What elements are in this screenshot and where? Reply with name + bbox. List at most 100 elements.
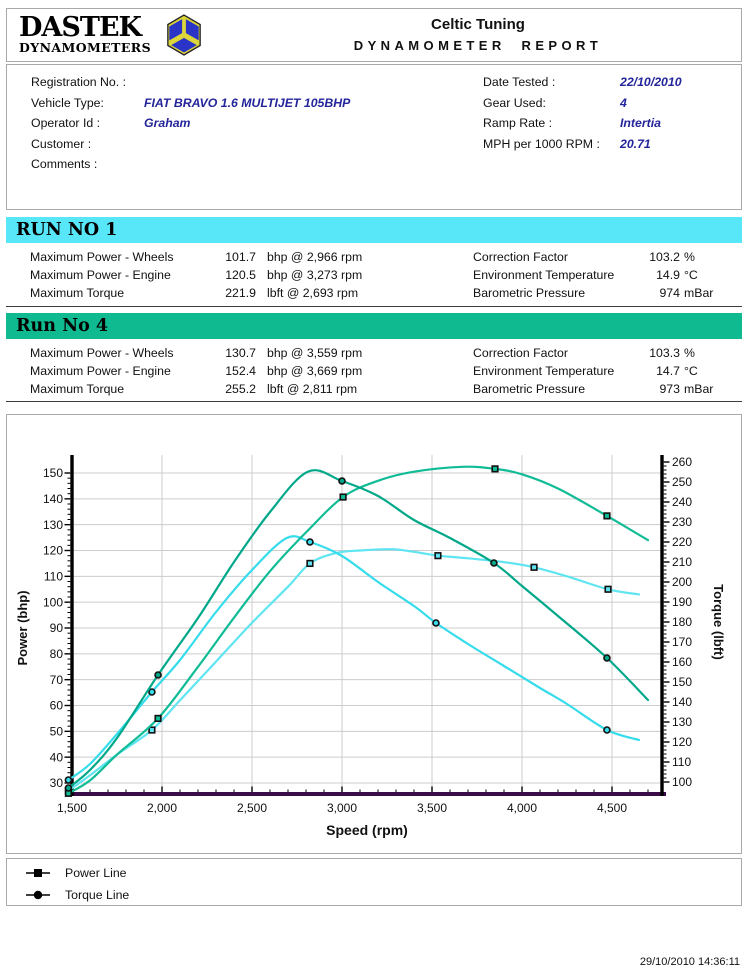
right-tick-label: 240 (672, 495, 692, 509)
condition-unit: °C (684, 364, 698, 378)
run-condition: Barometric Pressure 973 mBar (473, 382, 738, 396)
condition-label: Correction Factor (473, 346, 568, 360)
metric-value: 101.7 (225, 250, 256, 264)
torque-data-marker (490, 559, 498, 567)
right-axis-line (660, 455, 664, 796)
print-timestamp: 29/10/2010 14:36:11 (639, 956, 740, 968)
power-data-marker (530, 563, 538, 571)
metric-unit: bhp @ 3,273 rpm (267, 268, 363, 282)
right-tick-label: 160 (672, 655, 692, 669)
dyno-chart-panel: 30 40 50 60 70 80 90 100 110 120 130 140 150 100 110 12… (6, 414, 742, 854)
legend-label: Torque Line (65, 887, 130, 902)
run-data-rows: Maximum Power - Wheels 101.7 bhp @ 2,966 r… (6, 250, 742, 304)
run-1-power-line (67, 548, 641, 792)
company-name: Celtic Tuning (431, 16, 525, 33)
run-data-row: Maximum Torque 221.9 lbft @ 2,693 rpm Barom… (6, 286, 742, 304)
left-tick-label: 30 (50, 776, 64, 790)
right-tick-label: 110 (672, 755, 691, 769)
info-value: 22/10/2010 (620, 75, 682, 90)
condition-value: 973 (659, 382, 680, 396)
metric-label: Maximum Torque (30, 382, 125, 396)
info-row: Customer : (31, 134, 451, 155)
right-tick-label: 180 (672, 615, 692, 629)
power-data-marker (604, 585, 612, 593)
run-title-bar: RUN NO 1 (6, 217, 742, 243)
info-value: Intertia (620, 116, 661, 131)
left-tick-label: 40 (50, 750, 64, 764)
metric-unit: bhp @ 2,966 rpm (267, 250, 363, 264)
right-tick-label: 140 (672, 695, 692, 709)
metric-value: 152.4 (225, 364, 256, 378)
dyno-chart: 30 40 50 60 70 80 90 100 110 120 130 140 150 100 110 12… (15, 455, 726, 838)
right-tick-label: 220 (672, 535, 692, 549)
info-label: Customer : (31, 136, 92, 151)
info-label: Vehicle Type: (31, 95, 104, 110)
torque-data-marker (154, 671, 162, 679)
run-metric: Maximum Torque 221.9 lbft @ 2,693 rpm (30, 286, 450, 300)
info-value: 20.71 (620, 136, 651, 151)
torque-line-marker-icon (26, 890, 50, 899)
info-row: MPH per 1000 RPM : 20.71 (483, 134, 739, 155)
right-tick-label: 150 (672, 675, 692, 689)
info-row: Gear Used: 4 (483, 93, 739, 114)
metric-value: 221.9 (225, 286, 256, 300)
right-tick-label: 170 (672, 635, 692, 649)
right-tick-label: 130 (672, 715, 692, 729)
speed-axis-title: Speed (rpm) (326, 822, 408, 838)
metric-unit: bhp @ 3,559 rpm (267, 346, 363, 360)
logo-subtitle-text: DYNAMOMETERS (19, 40, 152, 55)
report-title: DYNAMOMETER REPORT (353, 38, 603, 53)
power-data-marker (306, 559, 314, 568)
torque-data-marker (148, 688, 156, 696)
x-tick-label: 2,000 (147, 801, 177, 815)
vehicle-info-panel: Registration No. : Vehicle Type: FIAT BRAV… (6, 64, 742, 210)
power-line-marker-icon (26, 868, 50, 877)
condition-value: 103.2 (649, 250, 680, 264)
condition-label: Barometric Pressure (473, 286, 586, 300)
condition-unit: % (684, 346, 695, 360)
run-metric: Maximum Power - Engine 152.4 bhp @ 3,669 r… (30, 364, 450, 378)
power-data-marker (339, 493, 347, 501)
chart-legend: Power Line Torque Line (6, 858, 742, 906)
metric-unit: lbft @ 2,693 rpm (267, 286, 359, 300)
section-divider (6, 306, 742, 307)
metric-unit: lbft @ 2,811 rpm (267, 382, 358, 396)
run-data-row: Maximum Power - Wheels 130.7 bhp @ 3,559 r… (6, 346, 742, 364)
x-tick-label: 3,000 (327, 801, 357, 815)
condition-label: Environment Temperature (473, 268, 615, 282)
run-condition: Correction Factor 103.2% (473, 250, 738, 264)
run-4-torque-line (67, 469, 650, 790)
info-label: Registration No. : (31, 75, 127, 90)
torque-data-marker (64, 776, 73, 784)
metric-label: Maximum Power - Wheels (30, 250, 174, 264)
left-tick-label: 110 (44, 570, 63, 584)
x-tick-label: 3,500 (417, 801, 447, 815)
left-tick-label: 80 (50, 647, 64, 661)
info-label: Gear Used: (483, 95, 546, 110)
power-data-marker (434, 552, 442, 560)
condition-value: 14.7 (656, 364, 680, 378)
run-metric: Maximum Power - Wheels 101.7 bhp @ 2,966 r… (30, 250, 450, 264)
torque-data-marker (338, 477, 346, 485)
legend-item: Torque Line (25, 885, 741, 904)
left-axis-line (70, 455, 74, 796)
legend-item: Power Line (25, 863, 741, 882)
logo-brand-text: DASTEK (19, 12, 142, 43)
metric-unit: bhp @ 3,669 rpm (267, 364, 363, 378)
vehicle-info-left: Registration No. : Vehicle Type: FIAT BRAV… (31, 72, 451, 175)
right-tick-label: 200 (672, 575, 692, 589)
torque-data-marker (306, 538, 314, 546)
metric-value: 130.7 (225, 346, 256, 360)
right-tick-label: 260 (672, 455, 692, 469)
info-label: Ramp Rate : (483, 116, 553, 131)
condition-label: Environment Temperature (473, 364, 615, 378)
left-tick-label: 150 (43, 466, 63, 480)
x-tick-label: 1,500 (57, 801, 87, 815)
x-tick-label: 4,000 (507, 801, 537, 815)
right-tick-label: 190 (672, 595, 692, 609)
x-tick-label: 2,500 (237, 801, 267, 815)
left-tick-label: 70 (50, 673, 64, 687)
run-condition: Environment Temperature 14.9 °C (473, 268, 738, 282)
run-data-row: Maximum Power - Engine 152.4 bhp @ 3,669 r… (6, 364, 742, 382)
